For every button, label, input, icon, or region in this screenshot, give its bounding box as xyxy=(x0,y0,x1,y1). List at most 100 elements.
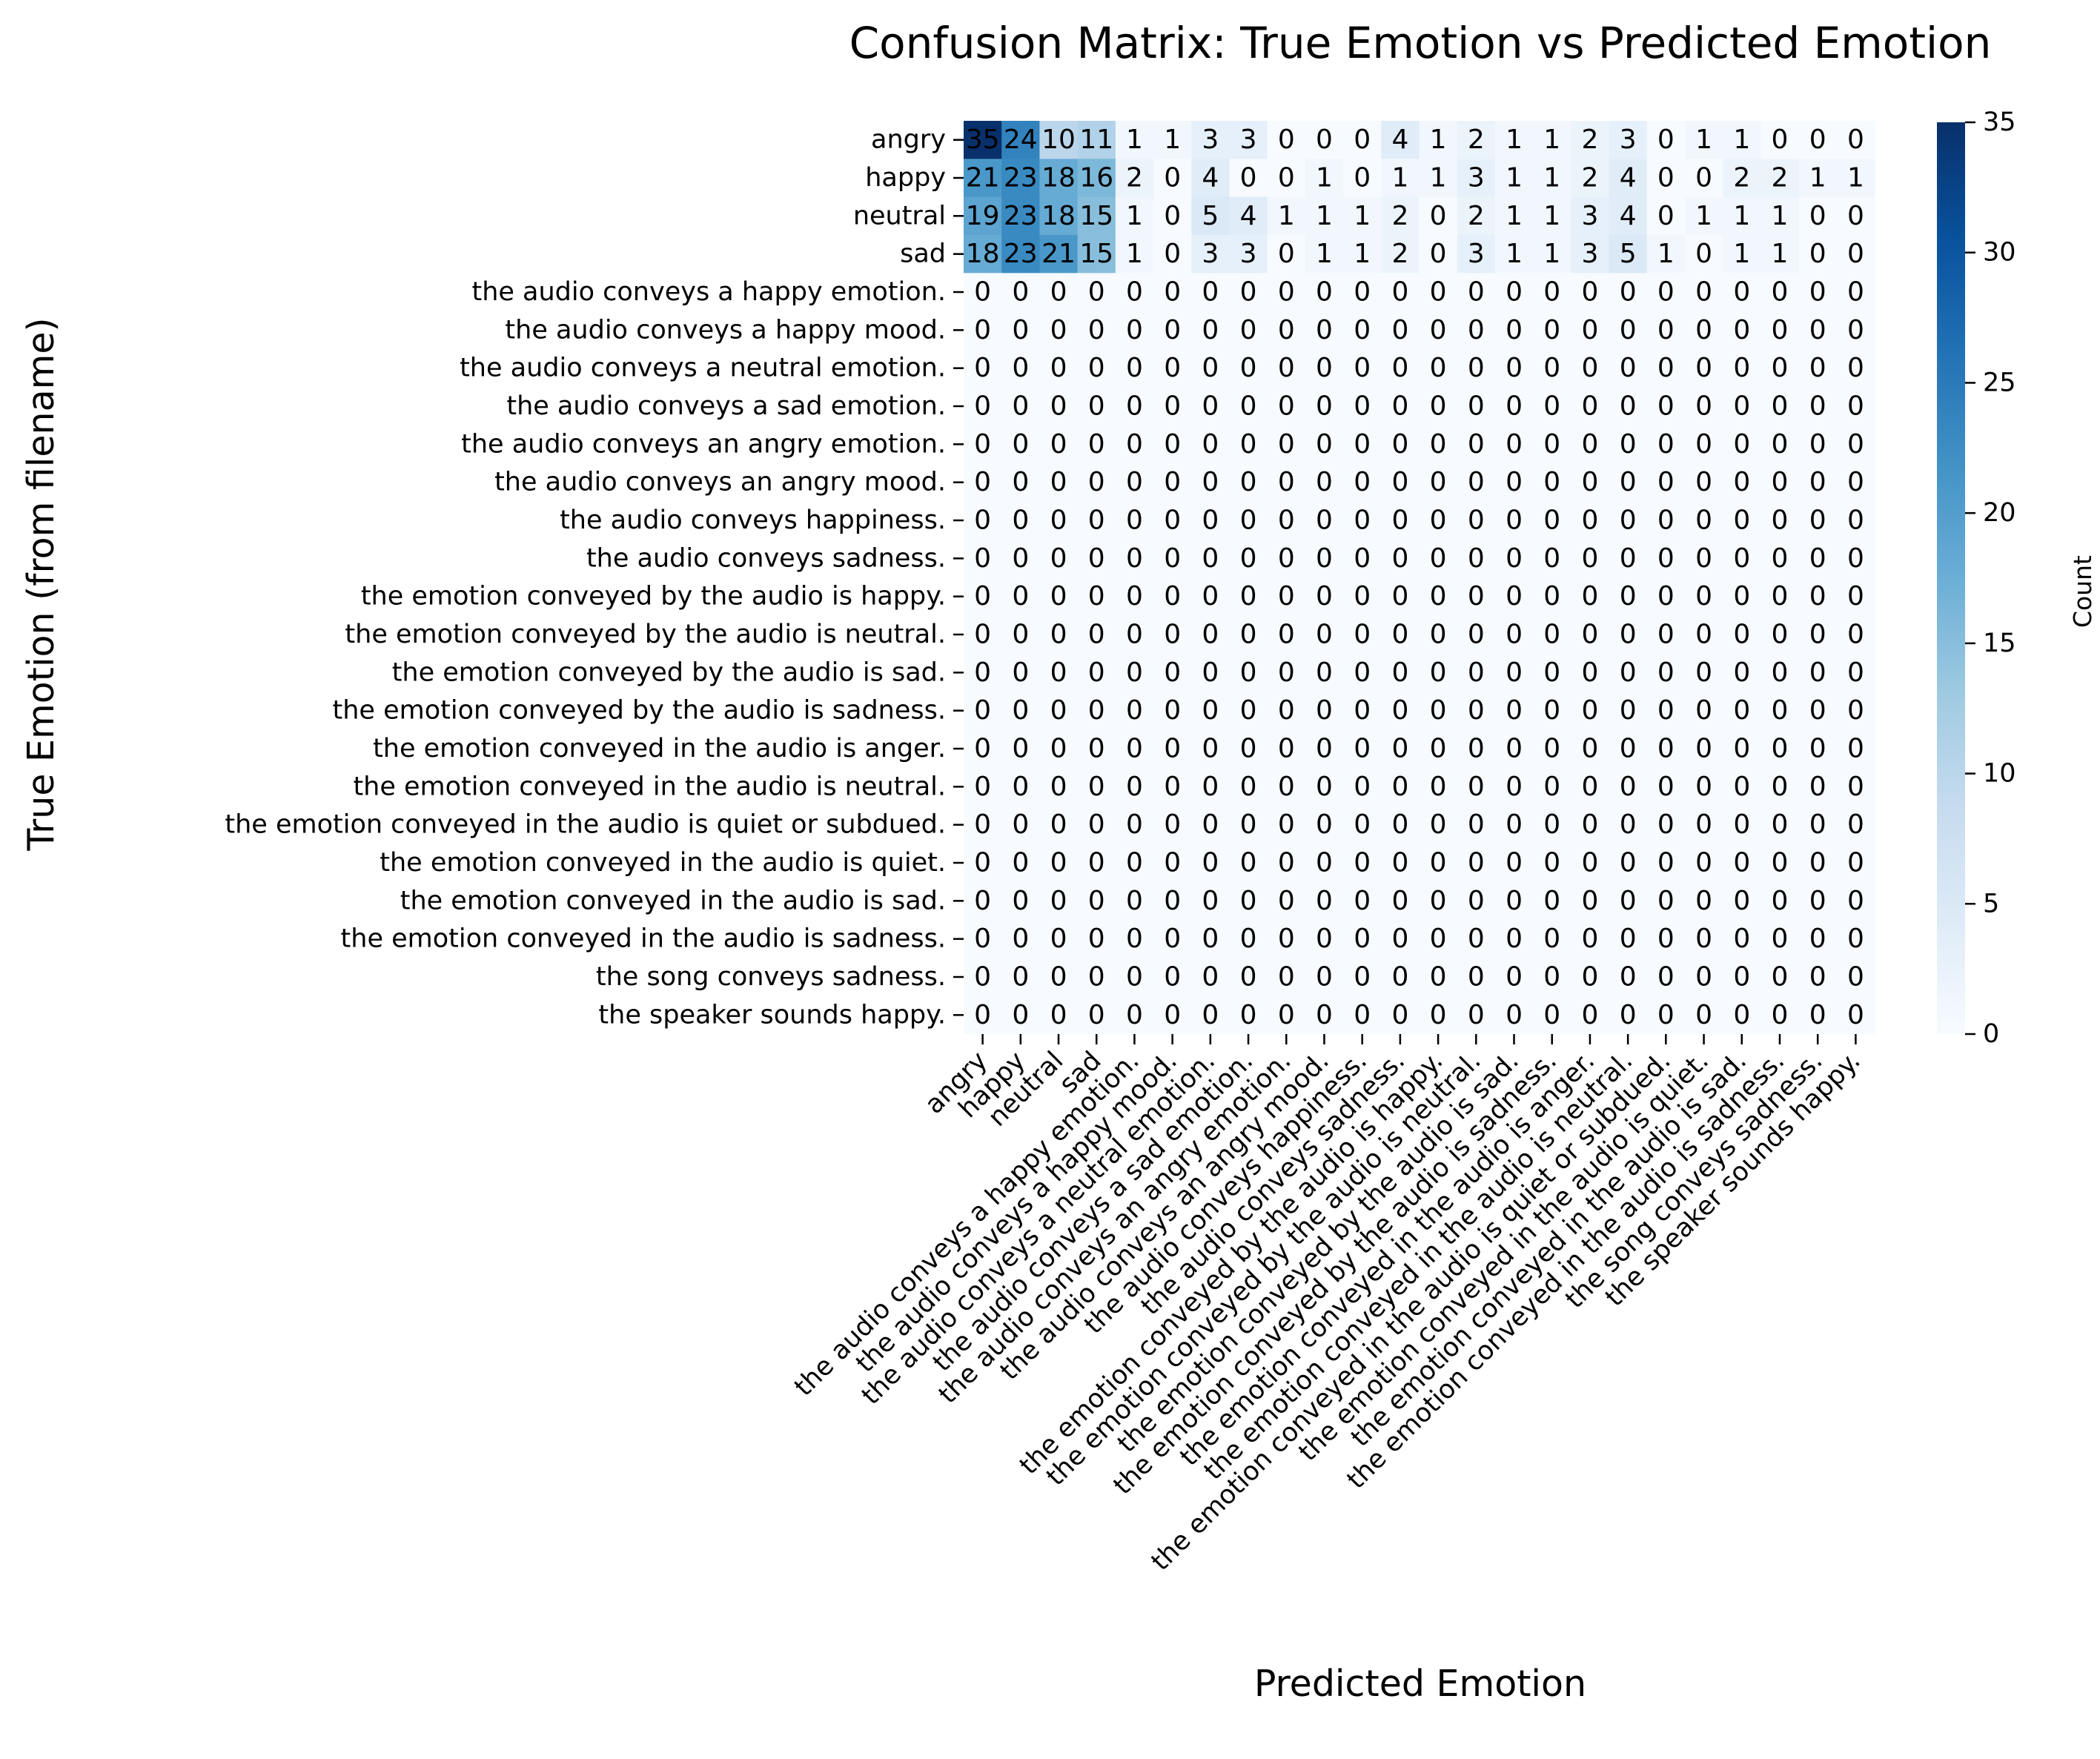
cell-value-label: 0 xyxy=(1809,620,1826,650)
heatmap-cell xyxy=(1533,425,1571,464)
heatmap-cell xyxy=(1115,387,1154,426)
cell-value-label: 0 xyxy=(1354,506,1371,536)
cell-value-label: 1 xyxy=(1695,125,1712,155)
heatmap-cell xyxy=(1761,501,1800,540)
colorbar-tick-label: 5 xyxy=(1983,889,1999,918)
heatmap-cell xyxy=(1229,653,1268,692)
cell-value-label: 0 xyxy=(1468,809,1485,840)
heatmap-cell xyxy=(1684,615,1723,655)
heatmap-cell xyxy=(1191,881,1230,921)
cell-value-label: 0 xyxy=(1354,886,1371,916)
cell-value-label: 0 xyxy=(1733,429,1750,460)
heatmap-cell xyxy=(1571,653,1610,692)
cell-value-label: 0 xyxy=(1847,239,1864,269)
heatmap-cell xyxy=(1609,273,1648,312)
heatmap-cell xyxy=(1646,767,1686,806)
cell-value-label: 0 xyxy=(1126,543,1143,574)
y-tick-label: the emotion conveyed by the audio is neu… xyxy=(345,620,946,649)
heatmap-cell xyxy=(1419,196,1458,236)
heatmap-cell xyxy=(1761,996,1800,1035)
heatmap-cell xyxy=(1494,387,1534,426)
cell-value-label: 0 xyxy=(1126,506,1143,536)
cell-value-label: 0 xyxy=(1012,467,1029,497)
heatmap-cell xyxy=(964,881,1002,921)
heatmap-cell xyxy=(1646,159,1686,198)
cell-value-label: 0 xyxy=(1695,962,1712,993)
heatmap-cell xyxy=(1457,692,1496,730)
heatmap-cell xyxy=(1798,121,1838,159)
cell-value-label: 0 xyxy=(1847,467,1864,497)
cell-value-label: 0 xyxy=(1847,543,1864,574)
cell-value-label: 0 xyxy=(1620,657,1637,688)
cell-value-label: 0 xyxy=(1847,277,1864,308)
heatmap-cell xyxy=(1798,463,1838,502)
heatmap-cell xyxy=(1343,881,1382,921)
heatmap-cell xyxy=(1836,121,1875,159)
cell-value-label: 0 xyxy=(1164,962,1181,993)
heatmap-cell xyxy=(1836,844,1875,883)
cell-value-label: 0 xyxy=(1126,772,1143,802)
cell-value-label: 0 xyxy=(1050,924,1067,954)
heatmap-cell xyxy=(1609,767,1648,806)
heatmap-cell xyxy=(964,349,1002,388)
heatmap-cell xyxy=(1267,539,1306,578)
heatmap-cell xyxy=(1267,159,1306,198)
heatmap-cell xyxy=(1723,501,1761,540)
heatmap-cell xyxy=(1039,615,1079,655)
heatmap-cell xyxy=(1684,577,1723,616)
heatmap-cell xyxy=(1836,653,1875,692)
cell-value-label: 0 xyxy=(1164,353,1181,383)
cell-value-label: 0 xyxy=(1772,506,1789,536)
heatmap-cell xyxy=(1419,425,1458,464)
heatmap-cell xyxy=(1419,349,1458,388)
cell-value-label: 0 xyxy=(1543,277,1560,308)
cell-value-label: 4 xyxy=(1620,163,1637,193)
heatmap-cell xyxy=(1077,501,1116,540)
cell-value-label: 0 xyxy=(1620,695,1637,726)
y-tick-label: the emotion conveyed in the audio is neu… xyxy=(353,772,946,801)
heatmap-cell xyxy=(1533,311,1571,350)
y-tick-label: the song conveys sadness. xyxy=(596,962,946,992)
heatmap-cell xyxy=(1419,463,1458,502)
cell-value-label: 1 xyxy=(1543,125,1560,155)
cell-value-label: 0 xyxy=(1543,772,1560,802)
heatmap-cell xyxy=(1761,577,1800,616)
cell-value-label: 0 xyxy=(1050,848,1067,878)
cell-value-label: 0 xyxy=(1809,657,1826,688)
heatmap-cell xyxy=(1533,958,1571,997)
cell-value-label: 0 xyxy=(1430,467,1447,497)
heatmap-cell xyxy=(1609,539,1648,578)
cell-value-label: 0 xyxy=(1620,772,1637,802)
heatmap-cell xyxy=(1001,235,1041,274)
heatmap-cell xyxy=(1191,501,1230,540)
cell-value-label: 0 xyxy=(1088,1000,1105,1030)
heatmap-cell xyxy=(1153,349,1192,388)
cell-value-label: 0 xyxy=(974,772,991,802)
cell-value-label: 4 xyxy=(1202,163,1219,193)
cell-value-label: 1 xyxy=(1430,163,1447,193)
heatmap-cell xyxy=(1419,729,1458,769)
heatmap-cell xyxy=(1115,235,1154,274)
cell-value-label: 0 xyxy=(1430,239,1447,269)
cell-value-label: 0 xyxy=(1354,429,1371,460)
cell-value-label: 0 xyxy=(1050,734,1067,764)
heatmap-cell xyxy=(1191,577,1230,616)
cell-value-label: 0 xyxy=(1050,277,1067,308)
heatmap-cell xyxy=(1836,425,1875,464)
heatmap-cell xyxy=(1419,844,1458,883)
cell-value-label: 0 xyxy=(1164,163,1181,193)
cell-value-label: 0 xyxy=(1543,506,1560,536)
heatmap-cell xyxy=(1229,806,1268,844)
cell-value-label: 0 xyxy=(1278,163,1295,193)
cell-value-label: 0 xyxy=(1847,125,1864,155)
cell-value-label: 0 xyxy=(1278,772,1295,802)
cell-value-label: 0 xyxy=(1391,543,1408,574)
heatmap-cell xyxy=(1494,844,1534,883)
heatmap-cell xyxy=(1001,425,1041,464)
cell-value-label: 10 xyxy=(1041,125,1076,155)
heatmap-cell xyxy=(1533,729,1571,769)
heatmap-cell xyxy=(1494,767,1534,806)
cell-value-label: 0 xyxy=(1695,809,1712,840)
cell-value-label: 3 xyxy=(1620,125,1637,155)
heatmap-cell xyxy=(1153,539,1192,578)
